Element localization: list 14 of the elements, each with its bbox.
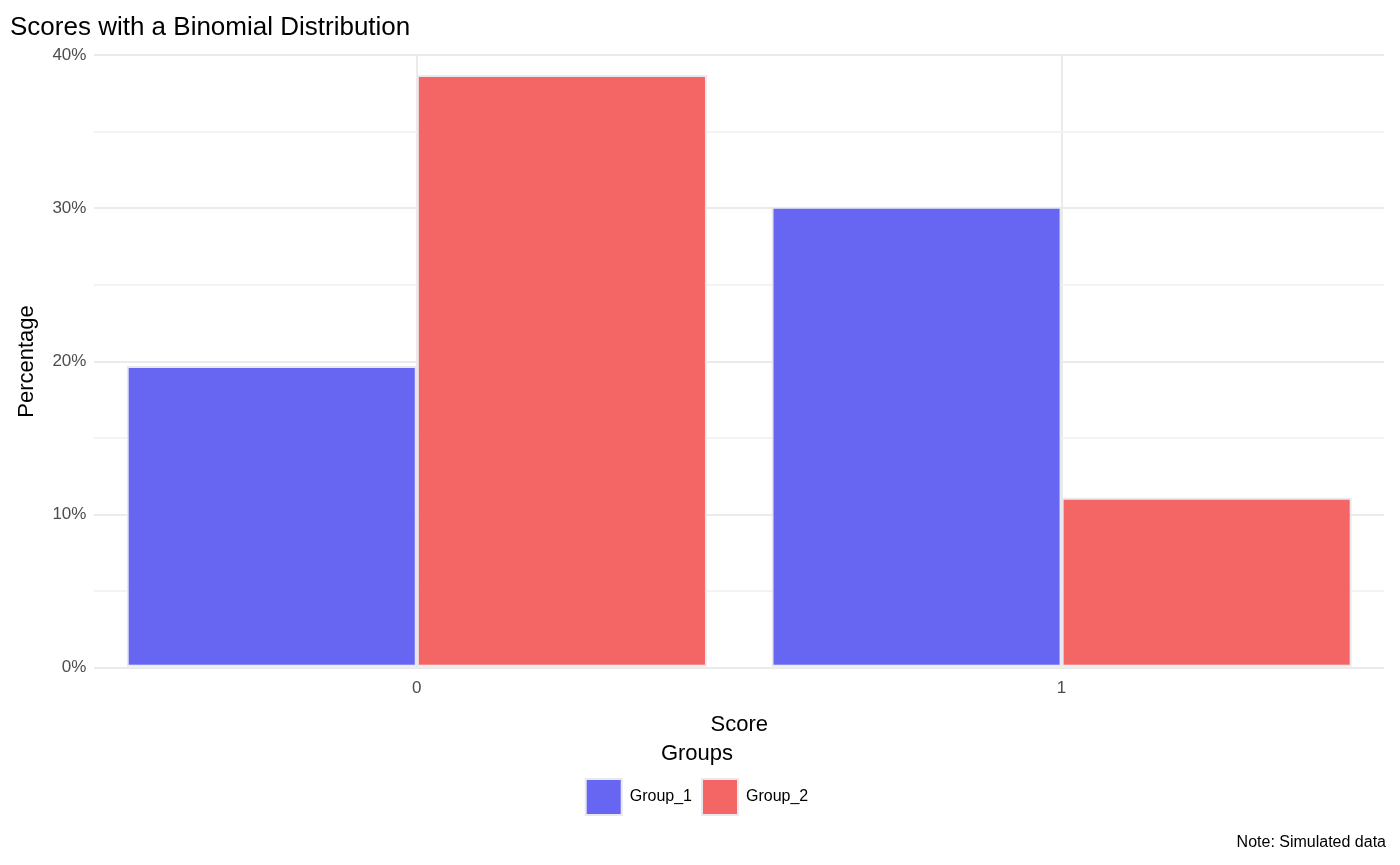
y-tick-label: 0% <box>61 657 87 677</box>
text: Note: Simulated data <box>1236 833 1387 851</box>
legend-label: Group_2 <box>746 787 809 806</box>
y-tick-label: 40% <box>52 44 87 64</box>
chart-title: Scores with a Binomial Distribution <box>10 10 411 41</box>
y-tick-label: 20% <box>52 351 87 371</box>
legend-label: Group_1 <box>629 787 693 806</box>
x-tick-label: 1 <box>1056 677 1067 697</box>
x-axis-title: Score <box>710 711 768 737</box>
y-axis-title: Percentage <box>13 305 39 418</box>
y-tick-label: 10% <box>52 504 87 524</box>
y-tick-label: 30% <box>52 198 87 218</box>
x-tick-label: 0 <box>412 677 422 697</box>
legend-title: Groups <box>660 739 734 765</box>
